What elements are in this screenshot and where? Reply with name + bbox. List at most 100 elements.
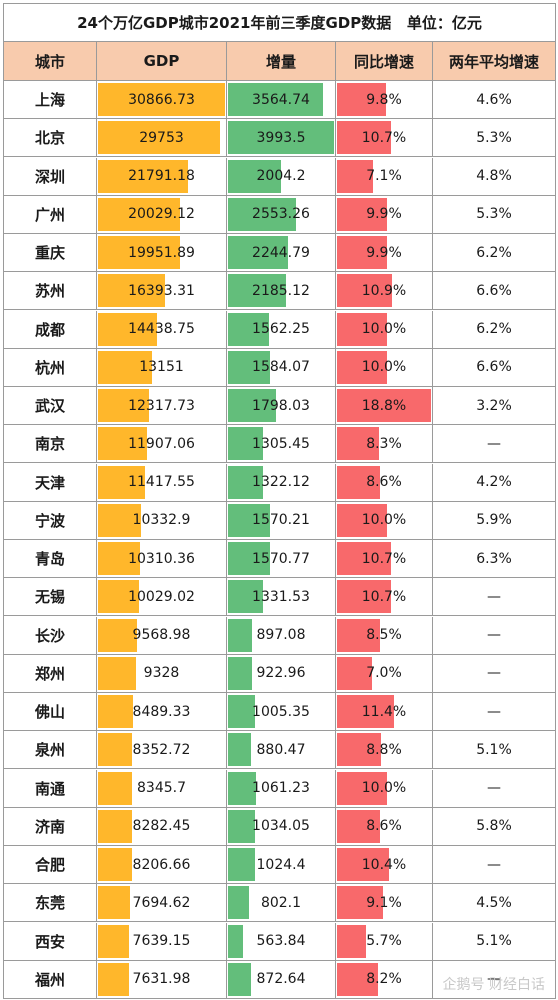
- two-year-avg-cell: 4.5%: [433, 884, 555, 921]
- city-value: 长沙: [34, 626, 65, 645]
- increment-cell: 1024.4: [227, 846, 336, 883]
- city-value: 泉州: [34, 741, 65, 760]
- yoy-growth-value: 8.6%: [366, 818, 402, 835]
- table-row: 苏州 16393.31 2185.12 10.9% 6.6%: [4, 272, 555, 311]
- yoy-growth-bar: [337, 427, 379, 461]
- increment-bar: [228, 580, 264, 614]
- gdp-cell: 7631.98: [97, 960, 227, 998]
- data-table: 24个万亿GDP城市2021年前三季度GDP数据 单位：亿元 城市 GDP 增量…: [3, 3, 556, 999]
- gdp-bar: [98, 465, 145, 499]
- increment-bar: [228, 465, 264, 499]
- gdp-cell: 9568.98: [97, 616, 227, 654]
- increment-cell: 880.47: [227, 731, 336, 769]
- table-row: 福州 7631.98 872.64 8.2% —: [4, 960, 555, 999]
- gdp-cell: 7639.15: [97, 922, 227, 960]
- city-cell: 苏州: [4, 272, 97, 310]
- header-gdp: GDP: [97, 42, 227, 81]
- increment-cell: 1034.05: [227, 807, 336, 845]
- yoy-growth-cell: 18.8%: [336, 387, 433, 424]
- city-cell: 济南: [4, 807, 97, 845]
- two-year-avg-cell: 6.6%: [433, 349, 555, 386]
- yoy-growth-bar: [337, 886, 383, 920]
- city-cell: 东莞: [4, 884, 97, 922]
- increment-cell: 1331.53: [227, 578, 336, 616]
- yoy-growth-bar: [337, 618, 380, 652]
- yoy-growth-value: 8.2%: [366, 971, 402, 988]
- gdp-cell: 16393.31: [97, 272, 227, 310]
- table-row: 西安 7639.15 563.84 5.7% 5.1%: [4, 922, 555, 961]
- increment-bar: [228, 733, 252, 767]
- increment-bar: [228, 695, 255, 728]
- increment-value: 1331.53: [252, 588, 310, 605]
- yoy-growth-bar: [337, 350, 387, 384]
- two-year-avg-cell: 5.9%: [433, 502, 555, 539]
- two-year-avg-value: 6.6%: [476, 282, 512, 299]
- gdp-value: 13151: [139, 359, 184, 376]
- increment-cell: 1061.23: [227, 769, 336, 807]
- gdp-value: 8282.45: [132, 818, 191, 835]
- gdp-bar: [98, 121, 221, 155]
- two-year-avg-cell: 4.8%: [433, 158, 555, 195]
- gdp-cell: 11417.55: [97, 463, 227, 501]
- yoy-growth-value: 10.0%: [361, 359, 407, 376]
- city-value: 福州: [34, 970, 65, 989]
- city-value: 郑州: [34, 664, 65, 683]
- two-year-avg-value: —: [487, 627, 501, 643]
- city-cell: 佛山: [4, 693, 97, 730]
- two-year-avg-value: 5.8%: [476, 818, 512, 835]
- increment-cell: 1562.25: [227, 310, 336, 348]
- increment-cell: 897.08: [227, 616, 336, 654]
- yoy-growth-value: 7.0%: [366, 665, 402, 682]
- gdp-cell: 20029.12: [97, 195, 227, 233]
- increment-bar: [228, 389, 276, 422]
- city-cell: 北京: [4, 119, 97, 157]
- yoy-growth-value: 10.7%: [361, 129, 407, 146]
- gdp-value: 10332.9: [132, 512, 191, 529]
- gdp-cell: 29753: [97, 119, 227, 157]
- yoy-growth-cell: 5.7%: [336, 922, 433, 960]
- increment-cell: 1305.45: [227, 425, 336, 463]
- gdp-bar: [98, 83, 225, 116]
- yoy-growth-bar: [337, 121, 391, 155]
- increment-value: 1034.05: [252, 818, 310, 835]
- yoy-growth-bar: [337, 503, 387, 537]
- increment-value: 1061.23: [252, 780, 310, 796]
- gdp-bar: [98, 274, 166, 308]
- two-year-avg-value: 5.9%: [476, 512, 512, 529]
- gdp-cell: 8352.72: [97, 731, 227, 769]
- yoy-growth-bar: [337, 656, 372, 690]
- table-row: 武汉 12317.73 1798.03 18.8% 3.2%: [4, 387, 555, 425]
- increment-value: 922.96: [256, 665, 306, 682]
- two-year-avg-value: 4.8%: [476, 168, 512, 184]
- yoy-growth-bar: [337, 274, 392, 308]
- city-cell: 上海: [4, 81, 97, 118]
- city-cell: 南京: [4, 425, 97, 463]
- gdp-bar: [98, 197, 181, 231]
- yoy-growth-bar: [337, 159, 373, 193]
- yoy-growth-bar: [337, 236, 387, 269]
- yoy-growth-value: 9.9%: [366, 206, 402, 223]
- yoy-growth-cell: 10.0%: [336, 348, 433, 386]
- gdp-bar: [98, 389, 149, 422]
- increment-cell: 3564.74: [227, 81, 336, 118]
- gdp-bar: [98, 350, 153, 384]
- increment-cell: 2185.12: [227, 272, 336, 310]
- increment-cell: 1322.12: [227, 463, 336, 501]
- two-year-avg-cell: —: [433, 961, 555, 998]
- yoy-growth-cell: 8.6%: [336, 807, 433, 845]
- two-year-avg-cell: —: [433, 655, 555, 692]
- increment-value: 1562.25: [252, 321, 310, 337]
- gdp-cell: 13151: [97, 348, 227, 386]
- gdp-value: 10310.36: [128, 550, 195, 567]
- city-cell: 重庆: [4, 234, 97, 271]
- yoy-growth-value: 10.7%: [361, 588, 407, 605]
- increment-value: 872.64: [256, 971, 306, 988]
- yoy-growth-cell: 8.3%: [336, 425, 433, 463]
- increment-bar: [228, 886, 250, 920]
- city-value: 佛山: [34, 703, 65, 721]
- gdp-value: 7694.62: [132, 894, 191, 911]
- yoy-growth-bar: [337, 924, 366, 958]
- city-value: 天津: [34, 473, 65, 492]
- city-value: 重庆: [34, 244, 65, 262]
- table-row: 长沙 9568.98 897.08 8.5% —: [4, 616, 555, 655]
